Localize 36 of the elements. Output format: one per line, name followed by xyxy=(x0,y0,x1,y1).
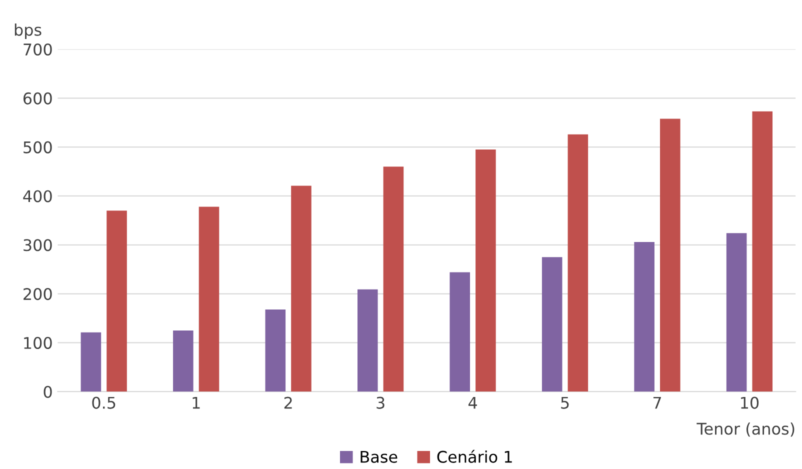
bar xyxy=(568,134,588,392)
bar xyxy=(106,210,127,392)
bar xyxy=(198,206,220,392)
y-tick-label: 600 xyxy=(24,92,52,104)
bar xyxy=(291,186,312,392)
x-tick-label: 5 xyxy=(561,396,569,409)
y-tick-label: 300 xyxy=(24,239,52,252)
x-axis-title: Tenor (anos) xyxy=(696,422,794,437)
y-tick-label: 500 xyxy=(24,141,52,154)
x-tick-label: 1 xyxy=(192,396,200,409)
legend-label: Cenário 1 xyxy=(437,450,512,463)
bar xyxy=(476,150,496,392)
bar xyxy=(173,330,194,392)
x-tick-label: 7 xyxy=(653,396,661,409)
bar xyxy=(383,166,404,392)
x-tick-label: 3 xyxy=(376,396,384,409)
bar xyxy=(752,111,773,392)
bar xyxy=(726,233,747,392)
y-axis-title: bps xyxy=(14,24,42,39)
bar xyxy=(265,309,286,392)
x-tick-label: 0.5 xyxy=(92,396,116,409)
bar xyxy=(634,242,654,392)
y-tick-label: 400 xyxy=(23,190,52,202)
bar xyxy=(542,257,562,392)
bar xyxy=(660,118,680,392)
legend-label: Base xyxy=(360,450,398,463)
bar xyxy=(80,332,102,392)
y-tick-label: 0 xyxy=(44,386,52,398)
y-tick-label: 700 xyxy=(24,43,52,56)
y-tick-label: 100 xyxy=(24,336,52,349)
x-tick-label: 2 xyxy=(284,396,292,409)
x-tick-label: 4 xyxy=(468,396,477,409)
bar xyxy=(450,272,470,392)
bar xyxy=(357,289,378,392)
y-tick-label: 200 xyxy=(24,288,52,300)
x-tick-label: 10 xyxy=(741,396,759,409)
